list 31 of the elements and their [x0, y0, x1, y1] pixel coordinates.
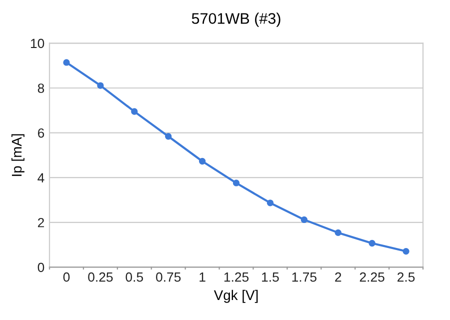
x-tick-label: 1.25 [224, 272, 249, 282]
y-tick-label: 2 [38, 218, 44, 228]
y-tick-label: 0 [38, 262, 44, 272]
y-tick-label: 6 [38, 128, 44, 138]
x-tick-label: 1 [200, 272, 206, 282]
point [97, 82, 104, 89]
point [63, 59, 70, 66]
point [131, 108, 138, 115]
x-tick-label: 0 [63, 272, 70, 282]
point [368, 240, 376, 247]
y-axis-title: Ip [mA] [11, 134, 24, 176]
point [266, 200, 274, 206]
x-tick-label: 1.75 [292, 272, 316, 282]
x-tick-label: 0.25 [88, 272, 113, 282]
chart-title: 5701WB (#3) [192, 12, 280, 27]
y-tick-label: 10 [30, 38, 44, 48]
x-tick-label: 2 [335, 272, 342, 282]
point [232, 180, 240, 186]
y-tick-label: 4 [38, 173, 44, 182]
x-axis-title: Vgk [V] [214, 290, 258, 303]
x-tick-label: 0.5 [126, 272, 144, 282]
x-tick-label: 0.75 [156, 272, 181, 282]
point [334, 229, 342, 236]
point [300, 216, 308, 224]
x-tick-label: 2.5 [398, 272, 415, 282]
point [165, 133, 172, 140]
point [198, 158, 206, 165]
x-tick-label: 1.5 [262, 272, 279, 282]
point [402, 248, 410, 255]
x-tick-label: 2.25 [360, 272, 384, 282]
y-tick-label: 8 [38, 84, 44, 93]
